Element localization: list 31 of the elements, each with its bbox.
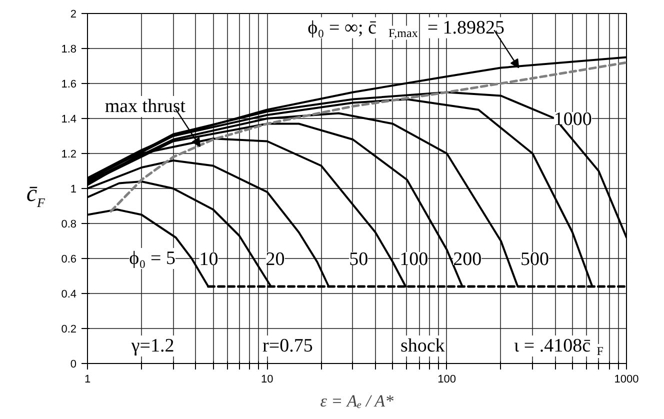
annotation: r=0.75 — [262, 336, 313, 356]
y-tick-label: 0.4 — [61, 288, 77, 300]
annotation: 100 — [400, 249, 428, 270]
annotation: ι = .4108c̄F — [514, 336, 604, 358]
annotation: 200 — [453, 249, 482, 270]
y-tick-label: 2 — [70, 8, 77, 20]
y-tick-label: 0.2 — [61, 324, 77, 336]
annotation: 20 — [266, 249, 285, 270]
y-tick-label: 1.6 — [61, 78, 77, 90]
y-tick-label: 1.8 — [61, 44, 77, 56]
x-tick-label: 1 — [84, 374, 91, 386]
annotation: max thrust — [104, 96, 186, 117]
annotation: 500 — [520, 249, 549, 270]
annotation: 10 — [199, 249, 218, 270]
annotation: γ=1.2 — [130, 336, 174, 356]
annotation: 1000 — [554, 109, 592, 130]
x-tick-label: 1000 — [614, 374, 639, 386]
y-tick-label: 0.6 — [61, 254, 77, 266]
x-axis-title: ε = Aₑ / A* — [320, 392, 394, 410]
y-tick-label: 0 — [70, 358, 77, 370]
y-axis-title: c̄$_{F}$ — [25, 180, 45, 212]
annotation: ϕ₀ = ∞; c̄F,max = 1.89825 — [308, 17, 505, 40]
x-tick-label: 10 — [261, 374, 274, 386]
annotation: 50 — [349, 249, 368, 270]
y-tick-label: 1 — [70, 184, 77, 196]
annotation: shock — [400, 336, 446, 356]
y-tick-label: 1.2 — [61, 148, 77, 160]
y-tick-label: 1.4 — [61, 114, 77, 126]
annotation: ϕ₀ = 5 — [129, 248, 176, 269]
y-tick-label: 0.8 — [61, 218, 77, 230]
x-tick-label: 100 — [438, 374, 456, 386]
